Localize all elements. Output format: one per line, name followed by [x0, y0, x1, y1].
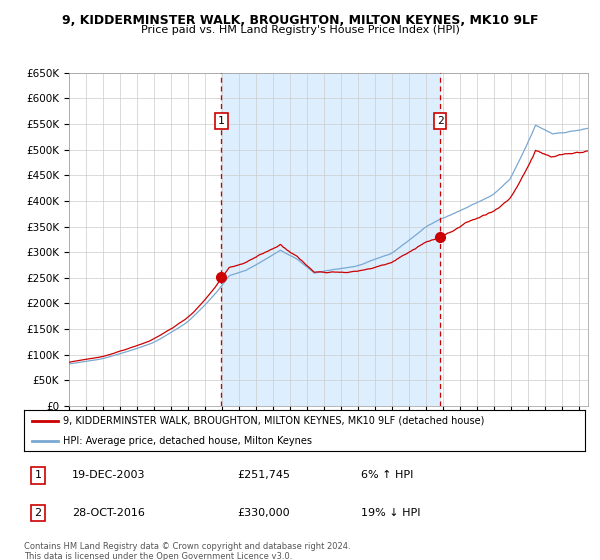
- Text: Contains HM Land Registry data © Crown copyright and database right 2024.
This d: Contains HM Land Registry data © Crown c…: [24, 542, 350, 560]
- Text: Price paid vs. HM Land Registry's House Price Index (HPI): Price paid vs. HM Land Registry's House …: [140, 25, 460, 35]
- Bar: [221, 73, 440, 406]
- Text: 9, KIDDERMINSTER WALK, BROUGHTON, MILTON KEYNES, MK10 9LF: 9, KIDDERMINSTER WALK, BROUGHTON, MILTON…: [62, 14, 538, 27]
- Text: £330,000: £330,000: [237, 508, 290, 518]
- Text: 2: 2: [34, 508, 41, 518]
- Text: HPI: Average price, detached house, Milton Keynes: HPI: Average price, detached house, Milt…: [63, 436, 312, 446]
- Text: 28-OCT-2016: 28-OCT-2016: [71, 508, 145, 518]
- Text: 6% ↑ HPI: 6% ↑ HPI: [361, 470, 413, 480]
- Text: 1: 1: [218, 116, 225, 126]
- Text: 2: 2: [437, 116, 443, 126]
- Text: 1: 1: [35, 470, 41, 480]
- Text: 9, KIDDERMINSTER WALK, BROUGHTON, MILTON KEYNES, MK10 9LF (detached house): 9, KIDDERMINSTER WALK, BROUGHTON, MILTON…: [63, 416, 485, 426]
- Text: 19% ↓ HPI: 19% ↓ HPI: [361, 508, 420, 518]
- Text: £251,745: £251,745: [237, 470, 290, 480]
- Text: 19-DEC-2003: 19-DEC-2003: [71, 470, 145, 480]
